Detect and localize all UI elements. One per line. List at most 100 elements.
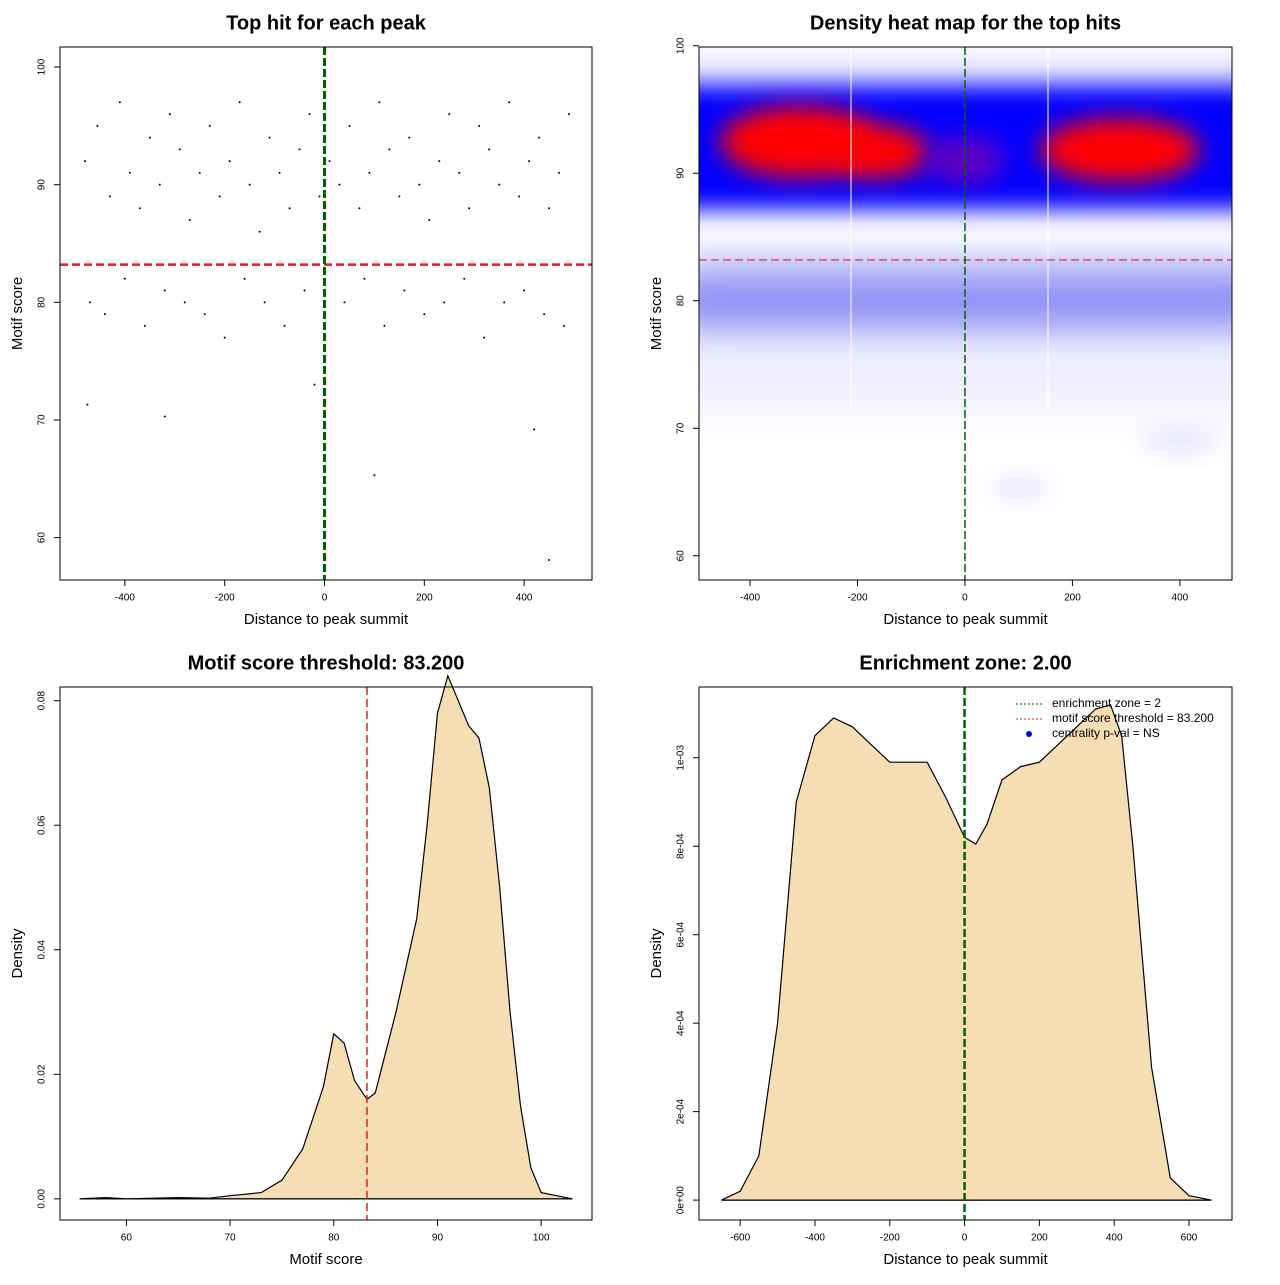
y-tick-label: 70 bbox=[676, 422, 687, 434]
x-tick-label: 80 bbox=[328, 1233, 340, 1244]
density-area bbox=[79, 673, 573, 1200]
y-axis-label: Density bbox=[9, 928, 26, 979]
x-tick-label: 200 bbox=[416, 593, 433, 604]
x-tick-label: 0 bbox=[962, 593, 968, 604]
point bbox=[423, 313, 426, 316]
x-tick-label: -200 bbox=[847, 593, 867, 604]
x-axis-label: Distance to peak summit bbox=[883, 1251, 1048, 1268]
point bbox=[368, 171, 371, 174]
point bbox=[373, 474, 376, 477]
x-tick-label: 200 bbox=[1064, 593, 1081, 604]
y-tick-label: 90 bbox=[676, 167, 687, 179]
x-tick-label: 0 bbox=[962, 1233, 968, 1244]
point bbox=[563, 324, 566, 327]
x-tick-label: 400 bbox=[1172, 593, 1189, 604]
chart-title: Top hit for each peak bbox=[226, 12, 427, 34]
x-tick-label: -200 bbox=[215, 593, 235, 604]
y-tick-label: 80 bbox=[37, 296, 48, 308]
y-tick-label: 0.08 bbox=[37, 691, 48, 711]
point bbox=[548, 558, 551, 561]
y-tick-label: 1e-03 bbox=[676, 745, 687, 771]
point bbox=[158, 183, 161, 186]
point bbox=[518, 195, 521, 198]
y-tick-label: 0.04 bbox=[37, 940, 48, 960]
y-tick-label: 70 bbox=[37, 414, 48, 426]
point bbox=[308, 113, 311, 116]
point bbox=[318, 195, 321, 198]
point bbox=[168, 113, 171, 116]
point bbox=[558, 171, 561, 174]
point bbox=[533, 428, 536, 431]
point bbox=[248, 183, 251, 186]
plot-frame bbox=[698, 686, 1233, 1221]
point bbox=[438, 160, 441, 163]
point bbox=[378, 101, 381, 104]
point bbox=[118, 101, 121, 104]
heatmap-field bbox=[699, 47, 1232, 580]
point bbox=[298, 148, 301, 151]
x-tick-label: 100 bbox=[533, 1233, 550, 1244]
y-tick-label: 0.02 bbox=[37, 1064, 48, 1084]
point bbox=[148, 136, 151, 139]
chart-title: Motif score threshold: 83.200 bbox=[188, 652, 465, 674]
y-axis-label: Motif score bbox=[9, 277, 26, 350]
point bbox=[128, 171, 131, 174]
point bbox=[338, 183, 341, 186]
point bbox=[503, 301, 506, 304]
point bbox=[96, 124, 99, 127]
y-tick-label: 0e+00 bbox=[676, 1186, 687, 1215]
x-tick-label: 400 bbox=[516, 593, 533, 604]
legend-symbol bbox=[1026, 731, 1032, 737]
point bbox=[198, 171, 201, 174]
y-tick-label: 4e-04 bbox=[676, 1010, 687, 1036]
legend-label: enrichment zone = 2 bbox=[1052, 696, 1161, 710]
point bbox=[238, 101, 241, 104]
y-tick-label: 2e-04 bbox=[676, 1098, 687, 1124]
point bbox=[278, 171, 281, 174]
point bbox=[468, 207, 471, 210]
x-tick-label: -600 bbox=[730, 1233, 750, 1244]
point bbox=[358, 207, 361, 210]
point bbox=[488, 148, 491, 151]
point bbox=[448, 113, 451, 116]
point bbox=[478, 124, 481, 127]
point bbox=[263, 301, 266, 304]
point bbox=[288, 207, 291, 210]
plot-frame bbox=[59, 46, 593, 581]
chart-title: Enrichment zone: 2.00 bbox=[859, 652, 1071, 674]
x-axis-label: Distance to peak summit bbox=[244, 611, 409, 628]
point bbox=[223, 336, 226, 339]
point bbox=[123, 277, 126, 280]
point bbox=[508, 101, 511, 104]
point bbox=[548, 207, 551, 210]
x-tick-label: 200 bbox=[1031, 1233, 1048, 1244]
point bbox=[398, 195, 401, 198]
x-axis-label: Distance to peak summit bbox=[883, 611, 1048, 628]
y-axis-label: Density bbox=[648, 928, 665, 979]
y-axis-label: Motif score bbox=[648, 277, 665, 350]
point bbox=[258, 230, 261, 233]
x-tick-label: 600 bbox=[1181, 1233, 1198, 1244]
x-tick-label: 90 bbox=[432, 1233, 444, 1244]
point bbox=[388, 148, 391, 151]
point bbox=[143, 324, 146, 327]
y-tick-label: 60 bbox=[676, 550, 687, 562]
point bbox=[443, 301, 446, 304]
point bbox=[163, 289, 166, 292]
y-tick-label: 100 bbox=[37, 58, 48, 75]
y-tick-label: 6e-04 bbox=[676, 921, 687, 947]
point bbox=[528, 160, 531, 163]
point bbox=[463, 277, 466, 280]
point bbox=[268, 136, 271, 139]
point bbox=[243, 277, 246, 280]
density-area bbox=[721, 703, 1212, 1201]
point bbox=[178, 148, 181, 151]
point bbox=[383, 324, 386, 327]
legend-label: motif score threshold = 83.200 bbox=[1052, 711, 1214, 725]
y-tick-label: 80 bbox=[676, 295, 687, 307]
point bbox=[138, 207, 141, 210]
point bbox=[328, 160, 331, 163]
x-tick-label: 0 bbox=[322, 593, 328, 604]
x-tick-label: 70 bbox=[225, 1233, 237, 1244]
